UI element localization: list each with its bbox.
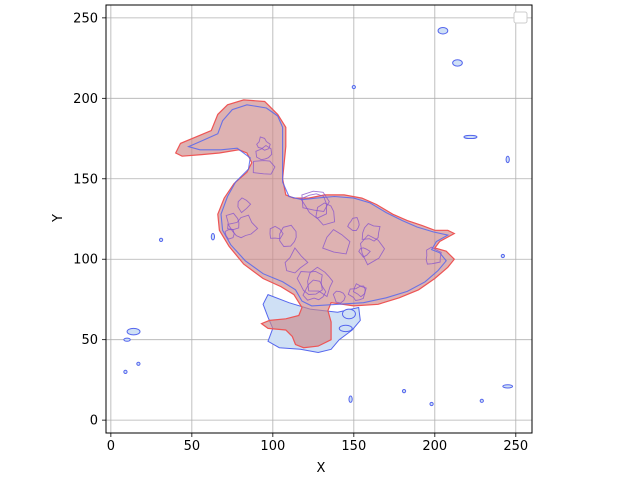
segment-contour <box>225 212 240 231</box>
segment-contour <box>237 197 252 214</box>
segment-contour <box>347 216 360 231</box>
small-region <box>123 337 131 342</box>
segment-contour <box>300 193 327 219</box>
small-region <box>452 59 463 67</box>
segment-contour <box>284 247 309 274</box>
small-region <box>123 369 128 374</box>
y-tick-label: 50 <box>81 333 98 348</box>
small-region <box>351 84 356 90</box>
segment-contour <box>322 229 351 255</box>
y-tick-label: 100 <box>73 253 98 268</box>
x-tick-label: 200 <box>422 439 447 454</box>
segment-contour <box>315 202 336 226</box>
small-region <box>502 384 514 389</box>
segment-contour <box>361 223 381 242</box>
small-region <box>341 308 356 320</box>
segment-contour <box>255 144 273 161</box>
small-region <box>479 398 484 403</box>
x-axis-label: X <box>317 461 326 476</box>
plot-frame <box>105 4 533 434</box>
small-region <box>463 134 478 140</box>
segment-outline <box>186 104 450 307</box>
y-tick-label: 150 <box>73 172 98 187</box>
segment-contour <box>352 283 366 298</box>
segment-contour <box>347 285 367 301</box>
segment-contour <box>224 229 235 240</box>
y-tick-label: 0 <box>90 414 98 429</box>
x-tick-label: 50 <box>184 439 201 454</box>
segment-contour <box>425 246 442 265</box>
small-region <box>505 155 510 164</box>
y-tick-label: 200 <box>73 92 98 107</box>
small-region <box>348 395 353 403</box>
axes-frame <box>105 4 533 434</box>
small-region <box>126 327 141 336</box>
y-axis-label: Y <box>51 214 66 223</box>
small-region <box>136 361 141 366</box>
segment-contour <box>279 224 297 247</box>
small-region <box>437 27 449 35</box>
small-region <box>158 237 164 243</box>
segment-contour <box>307 266 334 298</box>
segment-contour <box>256 136 271 151</box>
segment-contour <box>358 247 371 258</box>
x-tick-label: 250 <box>503 439 528 454</box>
segment-contour <box>296 270 323 295</box>
plot-series <box>123 27 514 407</box>
axis-ticks: 0 50 100 150 200 250 0 50 100 150 200 250 <box>73 11 528 454</box>
legend-box <box>513 11 528 24</box>
segment-contour <box>269 225 284 240</box>
x-tick-label: 0 <box>107 439 115 454</box>
x-tick-label: 150 <box>341 439 366 454</box>
segment-contour <box>302 279 327 301</box>
small-region <box>429 401 434 407</box>
small-region <box>210 232 216 241</box>
segment-contour <box>227 214 259 239</box>
small-region <box>500 253 505 259</box>
segment-contour <box>252 160 276 175</box>
silhouette-red <box>174 99 456 349</box>
segment-contour <box>332 290 346 304</box>
small-region <box>401 389 407 394</box>
y-tick-label: 250 <box>73 11 98 26</box>
small-region <box>338 324 353 333</box>
x-tick-label: 100 <box>260 439 285 454</box>
